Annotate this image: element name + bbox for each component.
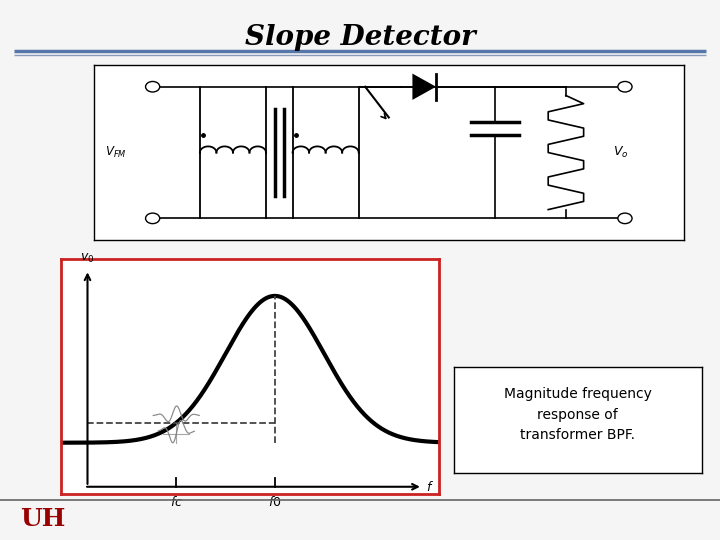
Text: $V_{FM}$: $V_{FM}$ <box>105 145 127 160</box>
Text: $V_o$: $V_o$ <box>613 145 629 160</box>
Polygon shape <box>413 73 436 100</box>
Circle shape <box>145 82 160 92</box>
Text: $v_0$: $v_0$ <box>81 252 95 265</box>
Text: UH: UH <box>20 507 66 531</box>
Text: Magnitude frequency
response of
transformer BPF.: Magnitude frequency response of transfor… <box>504 387 652 442</box>
Text: $fc$: $fc$ <box>170 495 183 509</box>
Text: Slope Detector: Slope Detector <box>245 24 475 51</box>
Text: $f0$: $f0$ <box>268 495 282 509</box>
Circle shape <box>618 213 632 224</box>
Text: $f$: $f$ <box>426 480 434 494</box>
Circle shape <box>145 213 160 224</box>
Circle shape <box>618 82 632 92</box>
